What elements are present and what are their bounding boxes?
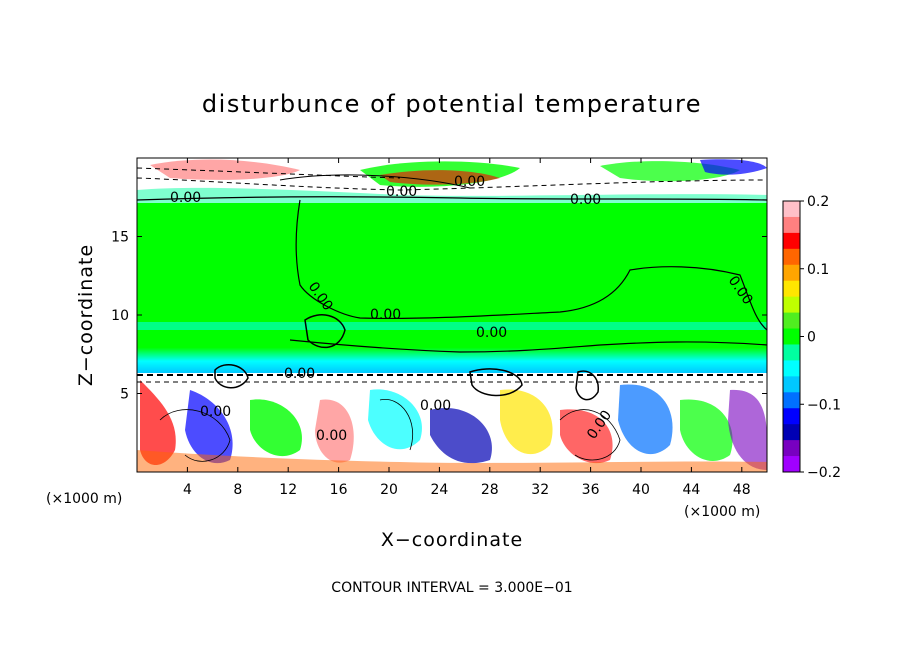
contour-label: 0.00 xyxy=(420,398,451,414)
x-tick-label: 40 xyxy=(632,482,650,498)
mid-troposphere-band xyxy=(137,203,767,373)
colorbar-swatch xyxy=(783,312,800,330)
boundary-blob-8 xyxy=(560,409,613,464)
contour-label: 0.00 xyxy=(570,192,601,208)
boundary-blob-12 xyxy=(137,450,767,472)
colorbar-tick-label: 0.1 xyxy=(807,262,829,278)
colorbar-tick-label: −0.1 xyxy=(807,397,841,413)
boundary-blob-9 xyxy=(618,384,673,455)
contour-label: 0.00 xyxy=(454,174,485,190)
contour-top xyxy=(137,196,767,201)
contour-bl-1 xyxy=(159,409,231,462)
contour-strat-dash-2 xyxy=(137,167,401,179)
colorbar-swatch xyxy=(783,360,800,377)
contour-label: 0.00 xyxy=(386,184,417,200)
y-tick-label: 15 xyxy=(111,230,129,246)
x-tick-label: 36 xyxy=(582,482,600,498)
contour-top-2 xyxy=(279,174,471,189)
boundary-blob-1 xyxy=(140,380,176,465)
contour-label: 0.00 xyxy=(200,404,231,420)
contour-label: 0.00 xyxy=(316,428,347,444)
contour-lower xyxy=(289,339,767,353)
x-tick-label: 8 xyxy=(233,482,242,498)
x-tick-label: 16 xyxy=(330,482,348,498)
y-axis-title: Z−coordinate xyxy=(75,244,97,386)
y-tick-label: 5 xyxy=(120,387,129,403)
x-unit-label-left: (×1000 m) xyxy=(46,491,122,507)
cyan-strip xyxy=(137,322,767,330)
contour-upper xyxy=(295,199,767,331)
colorbar-swatch xyxy=(783,344,800,361)
x-tick-label: 48 xyxy=(733,482,751,498)
x-tick-label: 24 xyxy=(430,482,448,498)
colorbar-tick-label: 0 xyxy=(807,330,816,346)
x-tick-label: 4 xyxy=(183,482,192,498)
colorbar-swatch xyxy=(783,248,800,266)
x-tick-label: 44 xyxy=(682,482,700,498)
colorbar-swatch xyxy=(783,456,800,473)
boundary-blob-10 xyxy=(680,399,733,461)
colorbar-swatch xyxy=(783,408,800,425)
stratosphere-blob-5 xyxy=(700,159,767,175)
colorbar-swatch xyxy=(783,424,800,441)
boundary-blob-4 xyxy=(315,399,354,463)
colorbar-swatch xyxy=(783,280,800,298)
colorbar-swatch xyxy=(783,264,800,282)
x-tick-label: 28 xyxy=(481,482,499,498)
x-tick-label: 20 xyxy=(380,482,398,498)
plot-area xyxy=(137,158,767,472)
boundary-blob-6 xyxy=(430,408,492,464)
eddy-3 xyxy=(469,368,523,397)
eddy-2 xyxy=(304,314,346,349)
contour-label: 0.00 xyxy=(170,190,201,206)
colorbar-swatch xyxy=(783,392,800,409)
x-axis: 4 8 12 16 20 24 28 32 36 40 44 48 xyxy=(183,158,751,498)
boundary-blob-5 xyxy=(368,389,422,450)
x-tick-label: 12 xyxy=(279,482,297,498)
boundary-blob-3 xyxy=(250,399,302,457)
x-unit-label-right: (×1000 m) xyxy=(684,504,760,520)
x-axis-title: X−coordinate xyxy=(381,529,523,551)
colorbar: 0.2 0.1 0 −0.1 −0.2 xyxy=(782,194,841,481)
colorbar-swatch xyxy=(783,232,800,250)
contour-label: 0.00 xyxy=(370,307,401,323)
y-tick-label: 10 xyxy=(111,308,129,324)
colorbar-tick-label: −0.2 xyxy=(807,465,841,481)
contour-interval-text: CONTOUR INTERVAL = 3.000E−01 xyxy=(331,580,572,596)
contour-label: 0.00 xyxy=(476,325,507,341)
colorbar-swatch xyxy=(783,216,800,234)
colorbar-tick-label: 0.2 xyxy=(807,194,829,210)
contour-bl-2 xyxy=(379,398,414,451)
y-axis: 5 10 15 xyxy=(111,230,767,403)
stratosphere-blob-1 xyxy=(150,159,300,180)
boundary-blob-11 xyxy=(728,389,767,470)
stratosphere-blob-3 xyxy=(380,170,500,185)
contour-bl-3 xyxy=(559,409,621,461)
colorbar-swatch xyxy=(783,296,800,314)
contour-label: 0.00 xyxy=(284,366,315,382)
colorbar-swatch xyxy=(783,201,800,218)
eddy-4 xyxy=(575,370,599,401)
boundary-blob-7 xyxy=(500,389,553,455)
chart-title: disturbunce of potential temperature xyxy=(202,90,702,118)
colorbar-swatch xyxy=(783,328,800,345)
x-tick-label: 32 xyxy=(531,482,549,498)
eddy-1 xyxy=(214,363,249,389)
contour-strat-dash xyxy=(137,177,767,191)
colorbar-swatch xyxy=(783,440,800,457)
boundary-blob-2 xyxy=(185,390,233,464)
colorbar-swatch xyxy=(783,376,800,393)
